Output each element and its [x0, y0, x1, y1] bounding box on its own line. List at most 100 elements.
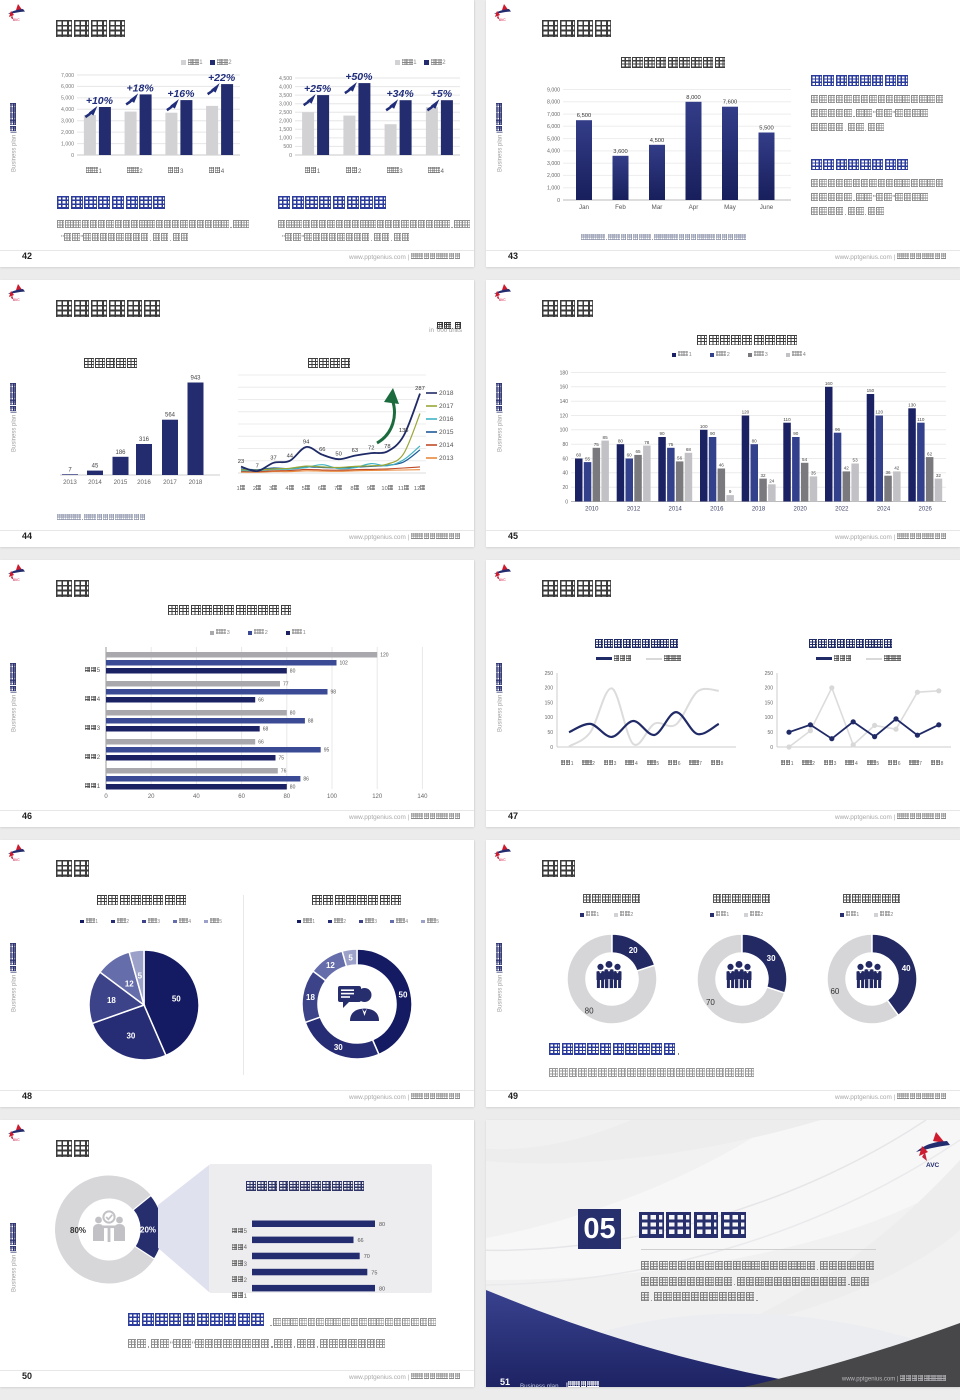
svg-text:78: 78 [384, 444, 390, 450]
svg-text:180: 180 [560, 370, 569, 376]
svg-text:30: 30 [334, 1043, 343, 1052]
svg-text:80: 80 [585, 1007, 594, 1016]
svg-text:60: 60 [576, 453, 582, 458]
svg-text:4,500: 4,500 [650, 138, 665, 144]
svg-text:160: 160 [825, 381, 833, 386]
svg-text:35: 35 [811, 471, 817, 476]
svg-text:42: 42 [844, 466, 850, 471]
svg-text:32: 32 [936, 473, 942, 478]
svg-text:8,000: 8,000 [686, 95, 701, 101]
svg-text:110: 110 [917, 417, 925, 422]
svg-text:2,000: 2,000 [547, 173, 560, 179]
svg-text:0: 0 [104, 794, 108, 800]
svg-text:3,000: 3,000 [61, 119, 74, 125]
svg-text:0: 0 [550, 745, 553, 751]
svg-text:2,500: 2,500 [279, 110, 292, 116]
svg-text:+18%: +18% [127, 82, 155, 94]
svg-text:37: 37 [270, 455, 276, 461]
svg-text:200: 200 [545, 686, 554, 692]
svg-text:6,000: 6,000 [547, 124, 560, 130]
svg-text:943: 943 [190, 376, 201, 382]
svg-text:5: 5 [138, 971, 143, 980]
svg-text:287: 287 [415, 386, 425, 392]
svg-text:150: 150 [545, 700, 554, 706]
svg-text:2016: 2016 [439, 416, 454, 423]
svg-text:70: 70 [364, 1254, 370, 1260]
svg-text:2022: 2022 [835, 507, 849, 513]
svg-text:AVC: AVC [13, 578, 20, 582]
svg-text:72: 72 [368, 446, 374, 452]
svg-text:Jan: Jan [579, 204, 590, 211]
svg-text:80: 80 [752, 438, 758, 443]
svg-text:130: 130 [908, 403, 916, 408]
svg-text:2014: 2014 [669, 507, 683, 513]
svg-text:2020: 2020 [794, 507, 808, 513]
svg-text:30: 30 [767, 954, 776, 963]
svg-text:2015: 2015 [114, 479, 128, 486]
svg-text:2014: 2014 [88, 479, 102, 486]
svg-text:95: 95 [324, 748, 330, 754]
svg-text:68: 68 [263, 727, 269, 733]
svg-text:63: 63 [352, 448, 358, 454]
svg-text:120: 120 [742, 410, 750, 415]
svg-text:2013: 2013 [439, 455, 454, 462]
svg-text:4,000: 4,000 [547, 149, 560, 155]
svg-text:18: 18 [107, 996, 116, 1005]
svg-text:Apr: Apr [689, 204, 699, 211]
svg-text:12: 12 [125, 980, 134, 989]
svg-text:75: 75 [279, 756, 285, 762]
svg-text:140: 140 [417, 794, 428, 800]
svg-text:150: 150 [765, 700, 774, 706]
svg-text:4,500: 4,500 [279, 76, 292, 82]
svg-text:2017: 2017 [163, 479, 177, 486]
svg-text:AVC: AVC [13, 858, 20, 862]
svg-text:9,000: 9,000 [547, 87, 560, 93]
svg-text:80: 80 [379, 1286, 385, 1292]
svg-text:+25%: +25% [304, 83, 332, 95]
svg-text:50: 50 [335, 452, 341, 458]
svg-text:AVC: AVC [499, 298, 506, 302]
svg-text:110: 110 [783, 417, 791, 422]
svg-text:0: 0 [770, 745, 773, 751]
svg-text:150: 150 [867, 388, 875, 393]
svg-text:100: 100 [765, 715, 774, 721]
svg-text:2017: 2017 [439, 403, 454, 410]
svg-text:86: 86 [303, 777, 309, 783]
svg-text:96: 96 [835, 427, 841, 432]
svg-text:160: 160 [560, 385, 569, 391]
svg-text:+10%: +10% [86, 95, 114, 107]
svg-text:36: 36 [885, 470, 891, 475]
svg-text:88: 88 [308, 719, 314, 725]
svg-text:1,000: 1,000 [279, 136, 292, 142]
svg-text:40: 40 [902, 964, 911, 973]
svg-text:2012: 2012 [627, 507, 641, 513]
svg-text:66: 66 [258, 740, 264, 746]
svg-text:+34%: +34% [387, 88, 415, 100]
svg-text:2013: 2013 [63, 479, 77, 486]
svg-text:100: 100 [560, 428, 569, 434]
svg-text:80: 80 [290, 785, 296, 791]
svg-text:23: 23 [238, 459, 244, 465]
svg-text:500: 500 [283, 144, 292, 150]
svg-text:AVC: AVC [926, 1162, 940, 1169]
svg-text:250: 250 [545, 671, 554, 677]
svg-text:90: 90 [793, 431, 799, 436]
svg-text:4,000: 4,000 [279, 84, 292, 90]
svg-text:75: 75 [668, 442, 674, 447]
svg-text:100: 100 [545, 715, 554, 721]
svg-text:2015: 2015 [439, 429, 454, 436]
svg-text:66: 66 [319, 447, 325, 453]
svg-text:50: 50 [172, 994, 181, 1003]
svg-text:June: June [760, 204, 774, 211]
svg-text:20: 20 [629, 946, 638, 955]
svg-text:0: 0 [565, 499, 568, 505]
svg-text:62: 62 [927, 451, 933, 456]
svg-text:200: 200 [765, 686, 774, 692]
svg-text:3,000: 3,000 [279, 102, 292, 108]
svg-text:2024: 2024 [877, 507, 891, 513]
svg-text:AVC: AVC [13, 18, 20, 22]
svg-text:80: 80 [562, 442, 568, 448]
svg-text:30: 30 [126, 1031, 135, 1040]
svg-text:7: 7 [68, 467, 72, 473]
svg-text:7,000: 7,000 [61, 73, 74, 79]
